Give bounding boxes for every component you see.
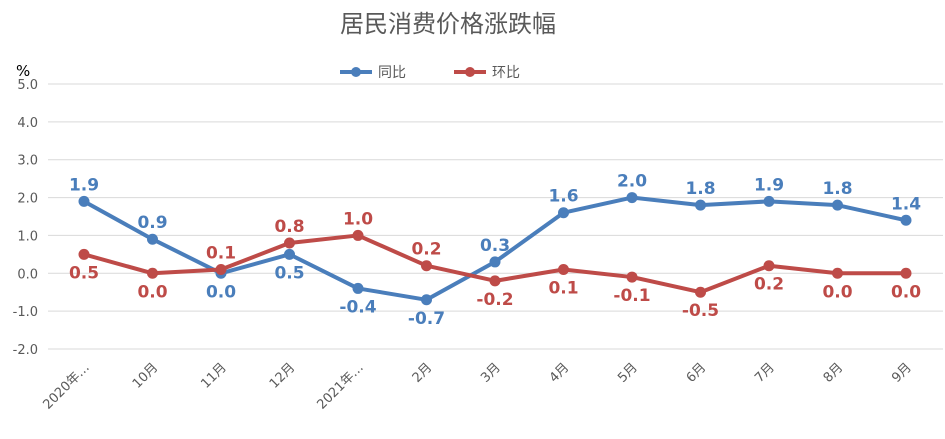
data-label: 0.3 xyxy=(480,236,510,256)
data-label: 0.2 xyxy=(754,275,784,295)
data-point xyxy=(78,248,90,260)
data-label: 1.9 xyxy=(754,175,784,195)
y-tick-label: 2.0 xyxy=(17,192,38,207)
legend-label: 环比 xyxy=(492,65,520,81)
data-label: 0.0 xyxy=(137,282,167,302)
data-point xyxy=(832,199,843,211)
y-tick-label: 4.0 xyxy=(17,116,38,131)
data-point xyxy=(832,267,843,279)
data-point xyxy=(147,233,158,245)
data-point xyxy=(489,275,501,287)
x-tick-label: 5月 xyxy=(615,360,641,386)
series-2 xyxy=(78,229,912,298)
y-tick-label: 1.0 xyxy=(17,229,38,244)
data-label: 1.0 xyxy=(343,209,373,229)
y-tick-label: 0.0 xyxy=(17,267,38,282)
data-label: 0.0 xyxy=(891,282,921,302)
data-point xyxy=(421,294,432,306)
data-label: 1.8 xyxy=(822,179,852,199)
legend-item: 环比 xyxy=(454,65,520,81)
x-tick-label: 3月 xyxy=(478,360,504,386)
y-tick-label: -2.0 xyxy=(13,343,38,358)
data-label: -0.7 xyxy=(408,309,445,329)
x-tick-label: 10月 xyxy=(130,360,161,391)
data-labels: 1.9 0.9 0.0 0.5 -0.4 -0.7 0.3 1.6 2.0 1.8 1.9 1.8 1.… xyxy=(69,172,921,329)
data-point xyxy=(78,195,90,207)
legend-item: 同比 xyxy=(340,65,406,81)
x-tick-label: 4月 xyxy=(547,360,573,386)
legend-marker xyxy=(351,67,361,77)
data-point xyxy=(352,282,364,294)
x-tick-label: 8月 xyxy=(821,360,847,386)
x-tick-label: 2020年… xyxy=(40,360,92,412)
data-label: 0.0 xyxy=(206,282,236,302)
data-label: 1.9 xyxy=(69,175,99,195)
x-tick-label: 2月 xyxy=(410,360,436,386)
y-tick-label: -1.0 xyxy=(13,305,38,320)
chart-title: 居民消费价格涨跌幅 xyxy=(340,10,556,38)
data-label: 0.2 xyxy=(411,240,441,260)
x-tick-label: 6月 xyxy=(684,360,710,386)
data-point xyxy=(695,199,706,211)
x-tick-label: 7月 xyxy=(752,360,778,386)
data-point xyxy=(489,256,501,268)
data-point xyxy=(352,229,364,241)
gridlines xyxy=(48,83,943,350)
data-label: 1.4 xyxy=(891,194,921,214)
x-axis-ticks: 2020年… 10月 11月 12月 2021年… 2月 3月 4月 5月 6月 7月 8月 9月 xyxy=(40,360,914,412)
data-label: 0.5 xyxy=(274,263,304,283)
data-label: -0.1 xyxy=(613,286,650,306)
data-point xyxy=(626,192,638,204)
legend: 同比 环比 xyxy=(340,65,520,81)
x-tick-label: 11月 xyxy=(198,360,229,391)
data-label: -0.5 xyxy=(682,301,719,321)
data-label: 1.6 xyxy=(548,187,578,207)
data-label: 0.0 xyxy=(822,282,852,302)
data-label: 0.1 xyxy=(206,244,236,264)
data-point xyxy=(900,214,912,226)
data-point xyxy=(626,271,638,283)
series-layer xyxy=(78,192,912,306)
legend-marker xyxy=(465,67,475,77)
data-point xyxy=(763,260,775,272)
data-label: 0.1 xyxy=(548,279,578,299)
data-label: 0.8 xyxy=(274,217,304,237)
data-point xyxy=(763,195,775,207)
data-point xyxy=(215,264,227,275)
data-label: -0.2 xyxy=(476,290,513,310)
data-point xyxy=(421,260,432,272)
y-axis-ticks: 5.0 4.0 3.0 2.0 1.0 0.0 -1.0 -2.0 xyxy=(13,78,38,358)
y-tick-label: 5.0 xyxy=(17,78,38,93)
data-point xyxy=(695,286,706,298)
data-point xyxy=(147,267,158,279)
data-label: 0.9 xyxy=(137,213,167,233)
x-tick-label: 2021年… xyxy=(314,360,366,412)
legend-label: 同比 xyxy=(378,65,406,81)
data-label: 0.5 xyxy=(69,263,99,283)
data-label: -0.4 xyxy=(339,297,376,317)
data-point xyxy=(284,248,295,260)
data-point xyxy=(558,207,569,219)
data-point xyxy=(900,267,912,279)
data-point xyxy=(558,264,569,275)
x-tick-label: 12月 xyxy=(267,360,298,391)
data-label: 1.8 xyxy=(685,179,715,199)
data-label: 2.0 xyxy=(617,172,647,192)
data-point xyxy=(284,237,295,249)
x-tick-label: 9月 xyxy=(889,360,915,386)
y-tick-label: 3.0 xyxy=(17,154,38,169)
y-unit-label: % xyxy=(16,62,30,80)
